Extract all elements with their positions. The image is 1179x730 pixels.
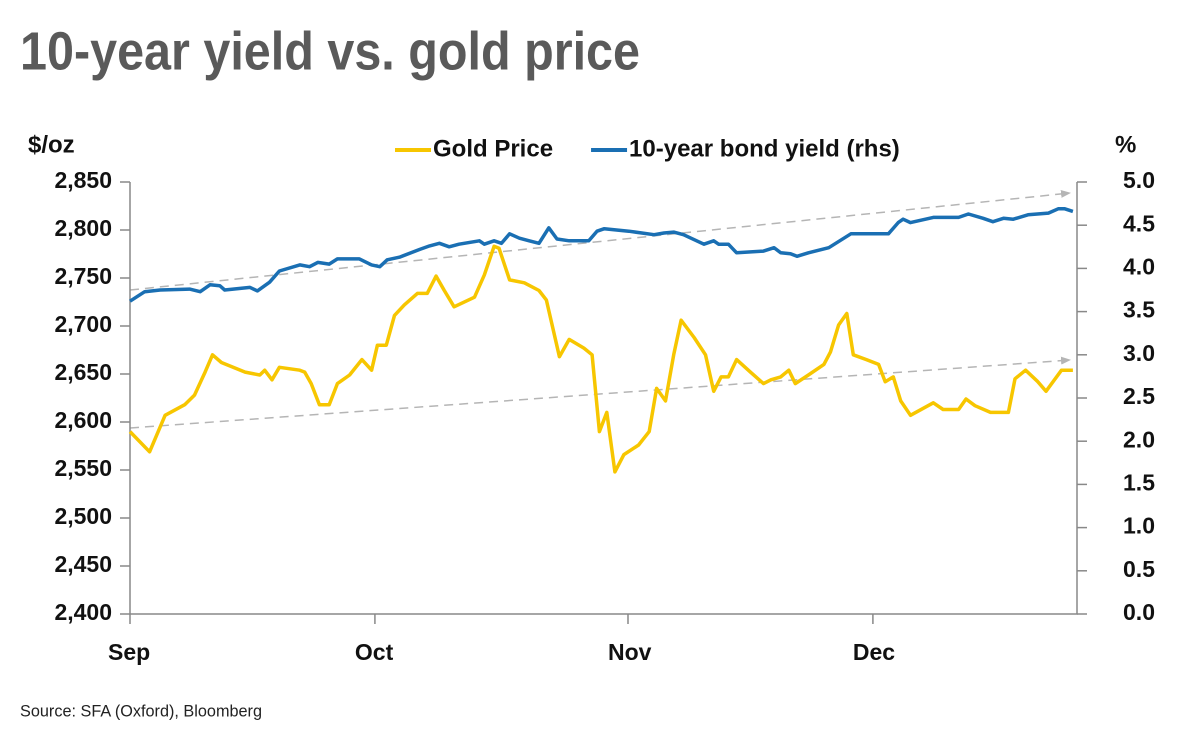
y-tick-label: 2,400 — [54, 599, 112, 625]
y2-axis-label: % — [1115, 131, 1136, 158]
x-tick-label: Dec — [853, 639, 895, 665]
axis-frame — [129, 182, 1078, 615]
y-tick-label: 2,550 — [54, 455, 112, 481]
y2-tick-label: 4.0 — [1123, 253, 1155, 279]
x-tick-label: Nov — [608, 639, 652, 665]
chart-title: 10-year yield vs. gold price — [20, 21, 640, 81]
y-tick-label: 2,600 — [54, 407, 112, 433]
y2-tick-label: 5.0 — [1123, 167, 1155, 193]
trend-arrow — [129, 356, 1071, 429]
x-tick-label: Oct — [355, 639, 394, 665]
y2-tick-label: 2.5 — [1123, 383, 1155, 409]
y-tick-label: 2,850 — [54, 167, 112, 193]
y2-tick-label: 3.5 — [1123, 297, 1155, 323]
data-line — [128, 244, 1073, 474]
legend-label: Gold Price — [433, 135, 553, 162]
y-tick-label: 2,800 — [54, 215, 112, 241]
y2-tick-label: 4.5 — [1123, 210, 1155, 236]
y-tick-label: 2,450 — [54, 551, 112, 577]
y-tick-label: 2,750 — [54, 263, 112, 289]
legend-label: 10-year bond yield (rhs) — [629, 135, 900, 162]
trend-arrow — [129, 189, 1071, 291]
y2-tick-label: 2.0 — [1123, 426, 1155, 452]
y-axis-label: $/oz — [28, 131, 75, 158]
y-tick-label: 2,500 — [54, 503, 112, 529]
source-note: Source: SFA (Oxford), Bloomberg — [20, 701, 262, 720]
data-line — [129, 207, 1074, 303]
y2-tick-label: 3.0 — [1123, 340, 1155, 366]
y2-tick-label: 0.0 — [1123, 599, 1155, 625]
y2-tick-label: 0.5 — [1123, 556, 1155, 582]
x-tick-label: Sep — [108, 639, 150, 665]
plot-area: 2,400 2,450 2,500 2,550 2,600 2,650 2,700 2,750… — [54, 135, 1155, 665]
y2-tick-label: 1.5 — [1123, 469, 1155, 495]
y-tick-label: 2,650 — [54, 359, 112, 385]
y2-tick-label: 1.0 — [1123, 513, 1155, 539]
y-tick-label: 2,700 — [54, 311, 112, 337]
